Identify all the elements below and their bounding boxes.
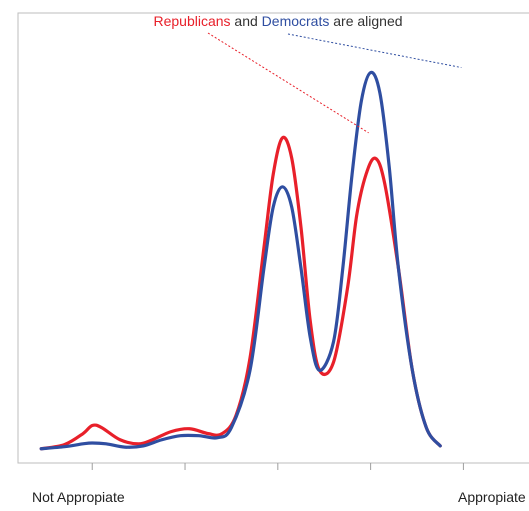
annotation: Republicans and Democrats are aligned <box>153 13 462 134</box>
plot-frame <box>17 12 529 464</box>
series-layer <box>39 70 442 451</box>
republicans-series-line <box>39 135 442 451</box>
x-axis-ticks <box>91 463 464 470</box>
annotation-and: and <box>231 13 262 29</box>
x-tick-label-left: Not Appropiate <box>32 489 125 505</box>
annotation-text: Republicans and Democrats are aligned <box>153 13 402 29</box>
annotation-are-aligned: are aligned <box>329 13 402 29</box>
democrats-leader-line <box>287 33 462 69</box>
annotation-republicans: Republicans <box>153 13 230 29</box>
annotation-democrats: Democrats <box>262 13 330 29</box>
republicans-leader-line <box>207 32 369 134</box>
x-tick-label-right: Appropiate <box>458 489 526 505</box>
democrats-series-line <box>39 70 442 451</box>
